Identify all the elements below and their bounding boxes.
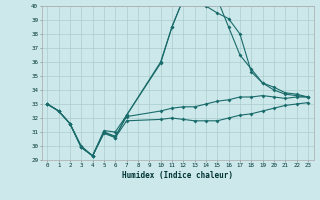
X-axis label: Humidex (Indice chaleur): Humidex (Indice chaleur) (122, 171, 233, 180)
